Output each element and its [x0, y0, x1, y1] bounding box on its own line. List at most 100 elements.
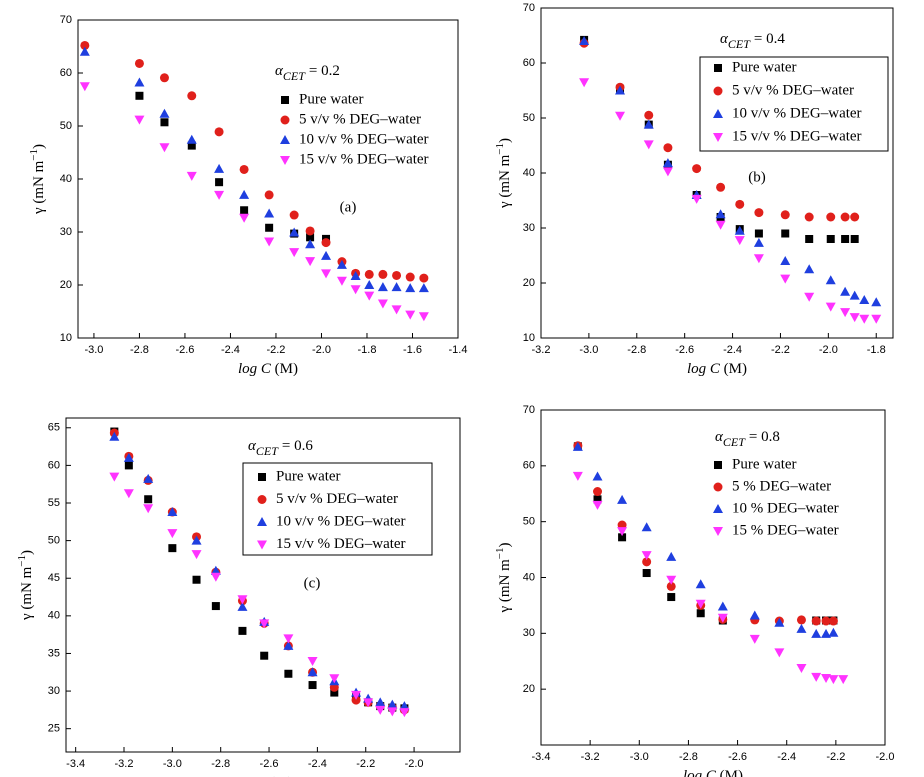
point [186, 171, 197, 181]
point [399, 708, 410, 718]
point [239, 213, 250, 223]
point [734, 236, 745, 246]
y-axis-label-text: γ (mN m [497, 154, 513, 209]
x-axis-label: log C (M) [683, 768, 743, 777]
x-tick-label: -3.0 [163, 758, 182, 770]
x-tick-label: -2.8 [679, 751, 698, 763]
point [666, 551, 677, 561]
point [418, 283, 429, 293]
point [215, 178, 224, 187]
legend-label: 15 v/v % DEG–water [732, 128, 862, 144]
point [641, 551, 652, 561]
annotation-symbol: α [248, 438, 257, 454]
point [828, 627, 839, 637]
point [283, 634, 294, 644]
point [306, 233, 315, 242]
annotation: αCET = 0.4 [720, 31, 785, 50]
point [109, 431, 120, 441]
legend-frame [699, 56, 889, 152]
y-tick-label: 60 [523, 57, 535, 69]
point [143, 504, 154, 514]
y-axis-label-suffix: ) [31, 144, 47, 149]
point [167, 507, 178, 517]
legend-marker [713, 527, 723, 536]
point [691, 194, 702, 204]
legend-label: 10 v/v % DEG–water [299, 131, 429, 147]
point [753, 237, 764, 247]
point [849, 313, 860, 323]
legend-marker [713, 133, 723, 142]
point [364, 269, 374, 279]
point [805, 235, 814, 243]
annotation-subscript: CET [283, 69, 306, 83]
point [211, 602, 220, 611]
point [187, 141, 196, 150]
point [192, 575, 201, 584]
point [579, 36, 590, 45]
point [350, 270, 361, 280]
point [305, 226, 315, 236]
point [392, 270, 402, 280]
x-tick-label: -3.2 [532, 344, 551, 356]
x-tick-label: -2.0 [312, 344, 331, 356]
y-tick-label: 40 [523, 167, 535, 179]
legend-label: Pure water [732, 456, 797, 472]
legend-marker [257, 495, 267, 504]
annotation-text: = 0.6 [282, 438, 313, 454]
legend-marker [280, 156, 290, 165]
x-tick-label: -2.4 [723, 344, 742, 356]
point [405, 272, 415, 282]
point [821, 628, 832, 638]
y-tick-label: 30 [48, 685, 60, 697]
legend-marker [714, 64, 722, 72]
x-axis-label-italic: log C [687, 361, 721, 377]
point [643, 119, 654, 129]
y-axis-label: γ (mN m−1) [494, 542, 514, 613]
point [350, 285, 361, 295]
point [351, 695, 361, 705]
point [378, 269, 388, 279]
point [615, 85, 626, 95]
y-axis-label-sup: −1 [494, 143, 506, 155]
panel-label: (c) [304, 575, 321, 591]
point [826, 235, 835, 243]
y-tick-label: 70 [523, 404, 535, 416]
x-tick-label: -2.6 [728, 751, 747, 763]
y-tick-label: 60 [48, 459, 60, 471]
point [79, 82, 90, 92]
point [592, 500, 603, 510]
point [781, 229, 790, 238]
x-tick-label: -3.2 [115, 758, 134, 770]
point [593, 487, 603, 497]
point [214, 190, 225, 200]
x-axis-label: log C (M) [687, 361, 747, 377]
annotation-subscript: CET [256, 444, 279, 458]
point [305, 257, 316, 267]
x-tick-label: -2.6 [675, 344, 694, 356]
x-axis-label-italic: log C [683, 768, 717, 777]
point [210, 572, 221, 582]
x-axis-label-unit: (M) [275, 361, 298, 377]
point [811, 672, 822, 682]
point [715, 220, 726, 230]
point [617, 527, 628, 537]
point [321, 250, 332, 260]
point [774, 648, 785, 658]
x-axis-label: log C (M) [233, 775, 293, 777]
x-tick-label: -2.2 [771, 344, 790, 356]
legend-marker [713, 109, 723, 118]
point [264, 208, 275, 218]
point [391, 305, 402, 315]
x-tick-label: -3.2 [581, 751, 600, 763]
point [363, 698, 374, 708]
legend-label: 15 v/v % DEG–water [276, 536, 406, 552]
point [796, 615, 806, 625]
y-tick-label: 70 [60, 14, 72, 26]
point [617, 494, 628, 504]
point [841, 235, 850, 243]
point [364, 291, 375, 301]
x-tick-label: -2.6 [175, 344, 194, 356]
point [240, 206, 249, 215]
x-axis-label-italic: log C [238, 361, 272, 377]
point [821, 616, 831, 626]
